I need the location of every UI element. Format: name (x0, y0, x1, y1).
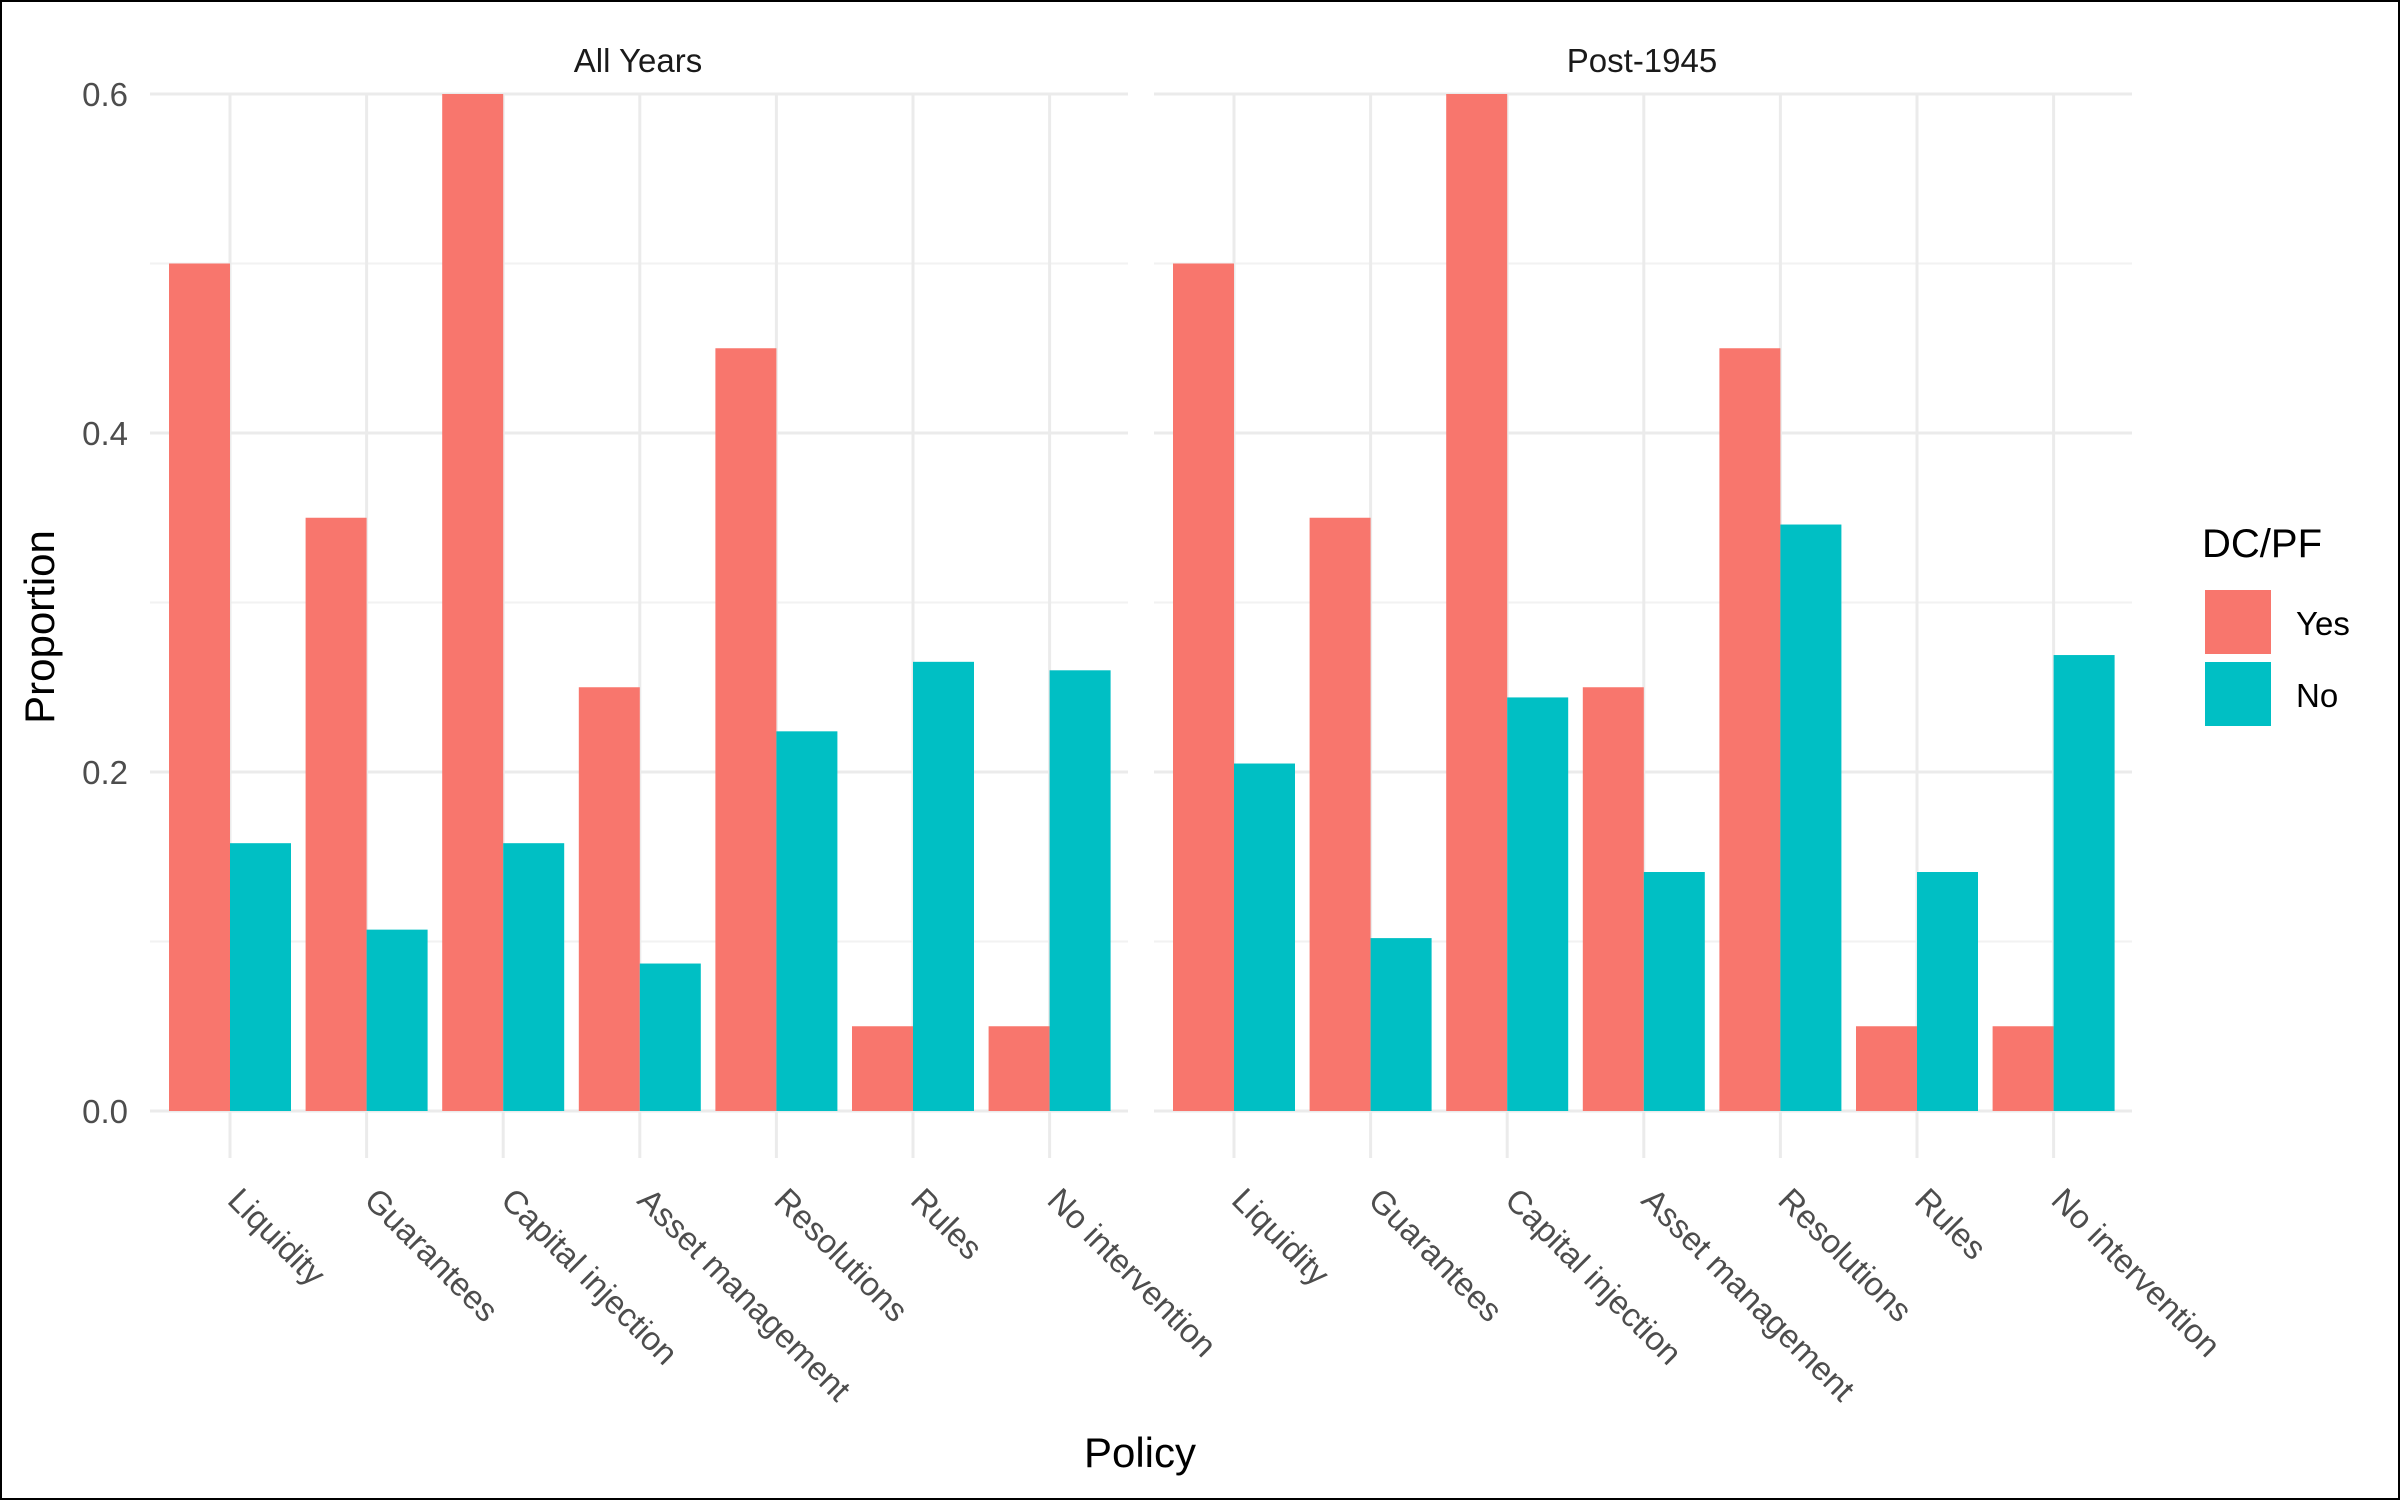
legend: DC/PF Yes No (2202, 522, 2350, 726)
x-tick-label: No intervention (1041, 1181, 1224, 1364)
bar-capital-injection-yes (442, 94, 504, 1111)
y-tick-label: 0.6 (82, 76, 128, 113)
legend-key-no (2205, 662, 2271, 726)
y-tick-label: 0.2 (82, 754, 128, 791)
x-axis-title: Policy (1084, 1429, 1196, 1476)
bar-asset-management-yes (1582, 687, 1644, 1111)
bar-liquidity-yes (1173, 263, 1234, 1111)
bar-resolutions-no (776, 731, 838, 1111)
facet-title-all-years: All Years (574, 42, 702, 79)
y-axis-title: Proportion (16, 530, 63, 724)
bar-capital-injection-yes (1446, 94, 1508, 1111)
bar-asset-management-yes (578, 687, 640, 1111)
bar-rules-no (1917, 872, 1978, 1111)
x-tick-label: Liquidity (1225, 1181, 1337, 1293)
legend-title: DC/PF (2202, 522, 2322, 566)
bar-no-intervention-yes (988, 1026, 1050, 1111)
bar-resolutions-yes (1719, 348, 1781, 1111)
bar-rules-no (913, 661, 974, 1111)
x-tick-marks (228, 1142, 2056, 1158)
bar-no-intervention-yes (1992, 1026, 2054, 1111)
bar-resolutions-no (1780, 524, 1842, 1111)
x-tick-label: Liquidity (221, 1181, 333, 1293)
bars-layer (169, 94, 2115, 1111)
legend-label-no: No (2296, 677, 2338, 714)
bar-asset-management-no (639, 963, 701, 1111)
x-tick-label: Guarantees (358, 1181, 506, 1329)
bar-liquidity-no (230, 843, 291, 1111)
x-tick-label: No intervention (2045, 1181, 2228, 1364)
bar-rules-yes (1856, 1026, 1917, 1111)
bar-liquidity-yes (169, 263, 230, 1111)
bar-guarantees-yes (305, 517, 367, 1111)
x-tick-label: Resolutions (1771, 1181, 1919, 1329)
y-tick-label: 0.0 (82, 1093, 128, 1130)
x-tick-label: Rules (904, 1181, 990, 1267)
bar-capital-injection-no (503, 843, 565, 1111)
bar-resolutions-yes (715, 348, 777, 1111)
x-tick-label: Rules (1908, 1181, 1994, 1267)
bar-rules-yes (852, 1026, 913, 1111)
facet-title-post-1945: Post-1945 (1567, 42, 1717, 79)
y-tick-label: 0.4 (82, 415, 128, 452)
bar-guarantees-no (366, 929, 428, 1111)
bar-liquidity-no (1234, 763, 1295, 1111)
bar-asset-management-no (1643, 872, 1705, 1111)
bar-guarantees-no (1370, 938, 1432, 1111)
x-tick-label: Resolutions (767, 1181, 915, 1329)
bar-no-intervention-no (1049, 670, 1111, 1111)
bar-capital-injection-no (1507, 697, 1569, 1111)
legend-label-yes: Yes (2296, 605, 2350, 642)
bar-guarantees-yes (1309, 517, 1371, 1111)
bar-no-intervention-no (2053, 655, 2115, 1111)
x-tick-label: Guarantees (1362, 1181, 1510, 1329)
legend-key-yes (2205, 590, 2271, 654)
